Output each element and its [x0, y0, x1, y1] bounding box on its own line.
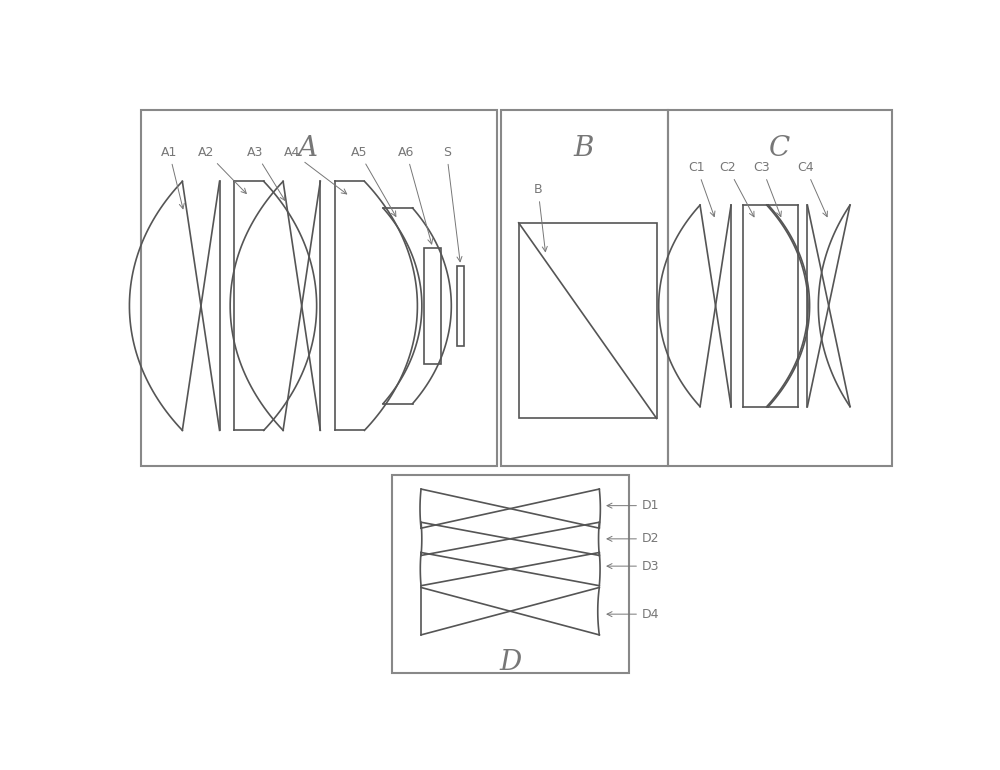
Bar: [140, 110, 497, 466]
Bar: [424, 248, 441, 364]
Text: D3: D3: [607, 560, 659, 573]
Text: C: C: [769, 136, 790, 162]
Text: A1: A1: [161, 146, 184, 209]
Text: A: A: [297, 136, 317, 162]
Bar: [392, 475, 629, 674]
Text: A4: A4: [283, 146, 347, 194]
Bar: [501, 110, 668, 466]
Text: D2: D2: [607, 532, 659, 545]
Text: A5: A5: [351, 146, 396, 216]
Text: C3: C3: [754, 161, 781, 216]
Text: A3: A3: [247, 146, 285, 200]
Text: D1: D1: [607, 499, 659, 512]
Text: C2: C2: [720, 161, 754, 217]
Bar: [519, 223, 657, 418]
Text: D: D: [499, 649, 521, 676]
Text: D4: D4: [607, 608, 659, 621]
Bar: [457, 266, 464, 346]
Bar: [668, 110, 892, 466]
Text: A2: A2: [198, 146, 246, 193]
Text: A6: A6: [398, 146, 433, 244]
Text: B: B: [574, 136, 594, 162]
Text: C4: C4: [797, 161, 827, 216]
Text: B: B: [534, 183, 547, 252]
Text: C1: C1: [689, 161, 715, 216]
Text: S: S: [443, 146, 462, 262]
